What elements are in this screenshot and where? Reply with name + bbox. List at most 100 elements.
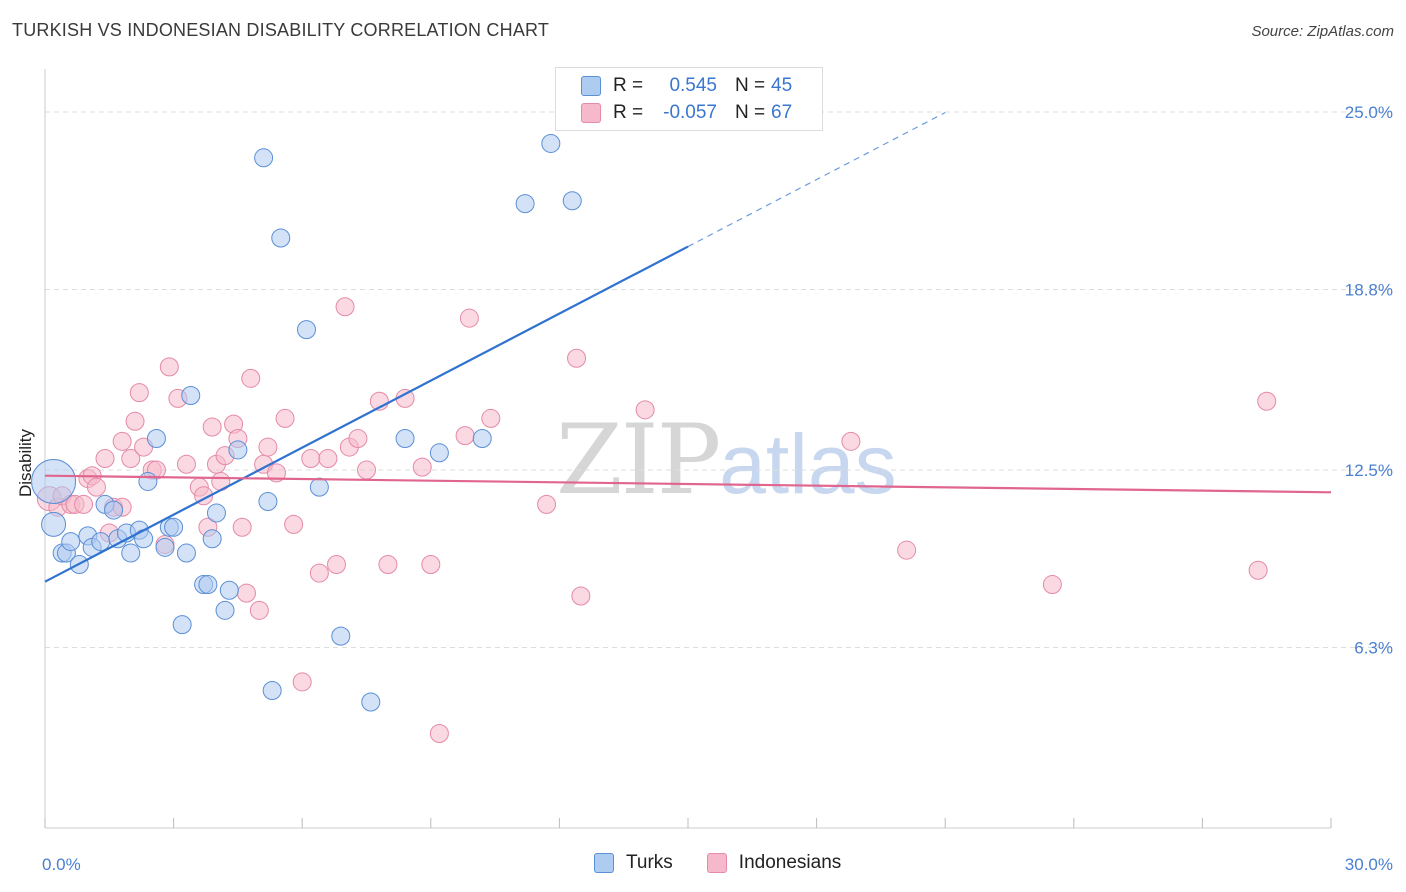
watermark: ZIPatlas <box>556 404 897 516</box>
watermark-atlas: atlas <box>719 417 897 511</box>
series-legend: Turks Indonesians <box>594 852 875 874</box>
turks-point <box>202 529 222 549</box>
indonesians-point <box>301 449 321 469</box>
indonesians-point <box>567 348 587 368</box>
legend-row-turks: R = 0.545 N = 45 <box>556 73 792 99</box>
turks-legend-swatch <box>594 853 614 873</box>
indonesians-point <box>176 454 196 474</box>
turks-point <box>215 600 235 620</box>
turks-point <box>206 503 226 523</box>
x-tick-label: 0.0% <box>42 855 81 874</box>
indonesians-n-label: N = <box>735 102 766 123</box>
indonesians-point <box>326 554 346 574</box>
indonesians-point <box>202 417 222 437</box>
indonesians-point <box>635 400 655 420</box>
indonesians-r-label: R = <box>613 102 644 123</box>
indonesians-swatch <box>581 103 601 123</box>
trend-lines <box>44 112 1332 583</box>
turks-point <box>254 148 274 168</box>
indonesians-point <box>232 517 252 537</box>
indonesians-point <box>249 600 269 620</box>
turks-trend-extension <box>687 112 946 248</box>
turks-point <box>515 194 535 214</box>
turks-point <box>562 191 582 211</box>
indonesians-point <box>159 357 179 377</box>
indonesians-n-value: 67 <box>771 102 793 123</box>
legend-item-indonesians[interactable]: Indonesians <box>706 852 842 874</box>
source-credit: Source: ZipAtlas.com <box>1251 23 1394 40</box>
turks-point <box>228 440 248 460</box>
indonesians-point <box>74 494 94 514</box>
y-tick-label: 6.3% <box>1354 639 1393 658</box>
indonesians-point <box>266 463 286 483</box>
indonesians-point <box>309 563 329 583</box>
turks-point <box>138 471 158 491</box>
indonesians-point <box>112 431 132 451</box>
indonesians-point <box>455 426 475 446</box>
indonesians-point <box>571 586 591 606</box>
indonesians-point <box>378 554 398 574</box>
indonesians-point <box>481 408 501 428</box>
indonesians-trend-line <box>44 474 1332 494</box>
indonesians-point <box>357 460 376 480</box>
turks-point <box>429 443 449 463</box>
indonesians-point <box>335 297 355 317</box>
indonesians-point <box>459 308 479 328</box>
turks-point <box>146 428 166 448</box>
turks-point <box>41 511 67 537</box>
y-axis-label: Disability <box>16 428 35 497</box>
indonesians-point <box>129 383 149 403</box>
turks-point <box>472 428 492 448</box>
turks-legend-label: Turks <box>626 852 673 873</box>
turks-trend-line <box>44 245 689 583</box>
correlation-legend: R = 0.545 N = 45 R = -0.057 N = 67 <box>555 67 823 131</box>
y-tick-label: 12.5% <box>1345 461 1393 480</box>
turks-point <box>121 543 141 563</box>
indonesians-point <box>241 368 261 388</box>
turks-r-label: R = <box>613 75 644 96</box>
turks-point <box>104 500 124 520</box>
indonesians-point <box>1248 560 1268 580</box>
turks-point <box>176 543 196 563</box>
turks-point <box>155 537 175 557</box>
indonesians-point <box>125 411 145 431</box>
turks-point <box>219 580 239 600</box>
turks-point <box>309 477 329 497</box>
indonesians-point <box>348 428 368 448</box>
indonesians-point <box>86 477 106 497</box>
indonesians-point <box>284 514 304 534</box>
turks-point <box>181 386 201 406</box>
turks-point <box>61 532 81 552</box>
indonesians-point <box>1042 575 1062 595</box>
turks-point <box>198 575 218 595</box>
turks-point <box>172 615 192 635</box>
indonesians-point <box>236 583 256 603</box>
indonesians-point <box>841 431 861 451</box>
chart-title: TURKISH VS INDONESIAN DISABILITY CORRELA… <box>12 20 550 40</box>
turks-point <box>262 681 282 701</box>
tick-labels: 6.3% 12.5% 18.8% 25.0% 0.0% 30.0% <box>42 103 1393 874</box>
turks-point <box>331 626 351 646</box>
turks-point <box>271 228 291 248</box>
turks-point <box>296 320 316 340</box>
turks-point <box>395 428 415 448</box>
turks-point <box>541 133 561 153</box>
turks-point <box>258 491 278 511</box>
legend-row-indonesians: R = -0.057 N = 67 <box>556 100 792 126</box>
indonesians-point <box>412 457 432 477</box>
x-tick-label: 30.0% <box>1345 855 1393 874</box>
turks-point <box>361 692 381 712</box>
axes <box>44 69 1332 829</box>
indonesians-legend-label: Indonesians <box>738 852 842 873</box>
watermark-zip: ZIP <box>556 404 721 516</box>
legend-item-turks[interactable]: Turks <box>594 852 673 874</box>
indonesians-point <box>258 437 278 457</box>
y-tick-label: 25.0% <box>1345 103 1393 122</box>
turks-point <box>31 458 77 504</box>
turks-point <box>91 532 111 552</box>
turks-r-value: 0.545 <box>669 75 717 96</box>
indonesians-point <box>897 540 917 560</box>
y-tick-label: 18.8% <box>1345 281 1393 300</box>
indonesians-point <box>292 672 312 692</box>
